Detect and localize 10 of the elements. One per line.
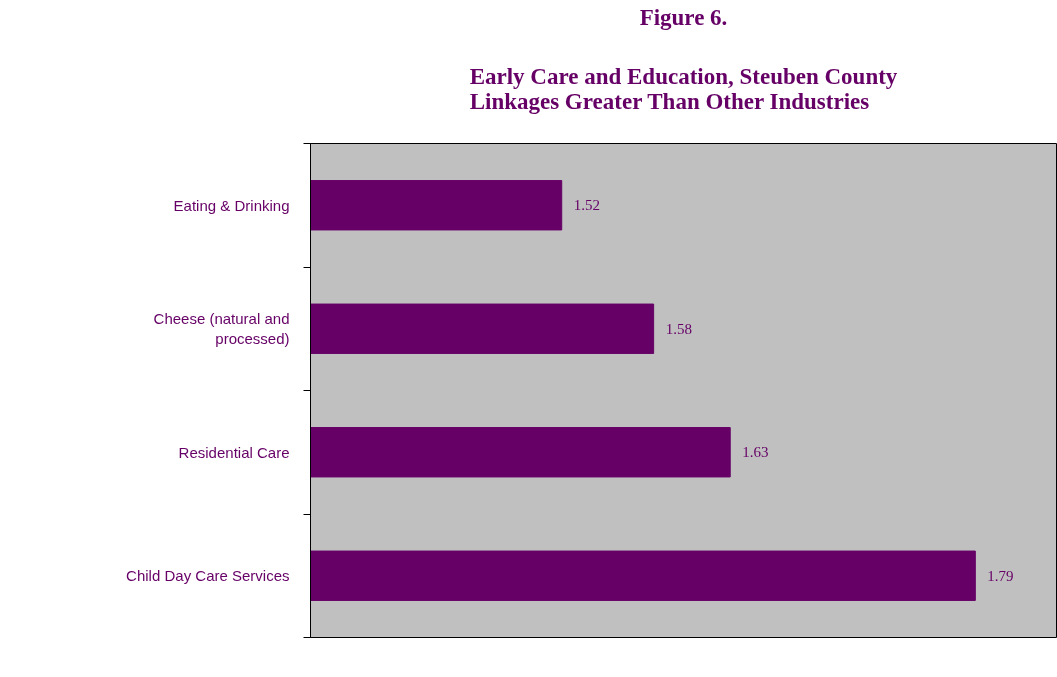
chart-title: Figure 6. (639, 4, 728, 30)
data-label: 1.58 (665, 320, 692, 337)
y-tick-label: Eating & Drinking (173, 196, 290, 214)
data-label: 1.63 (742, 444, 769, 461)
y-tick-label: Child Day Care Services (126, 567, 290, 585)
y-tick-label: Cheese (natural and processed) (153, 310, 290, 348)
data-label: 1.52 (573, 197, 600, 214)
y-tick-label: Residential Care (178, 443, 290, 461)
data-label: 1.79 (987, 567, 1014, 584)
chart-subtitle: Early Care and Education, Steuben County Linkages Greater Than Other Industries (469, 63, 898, 114)
